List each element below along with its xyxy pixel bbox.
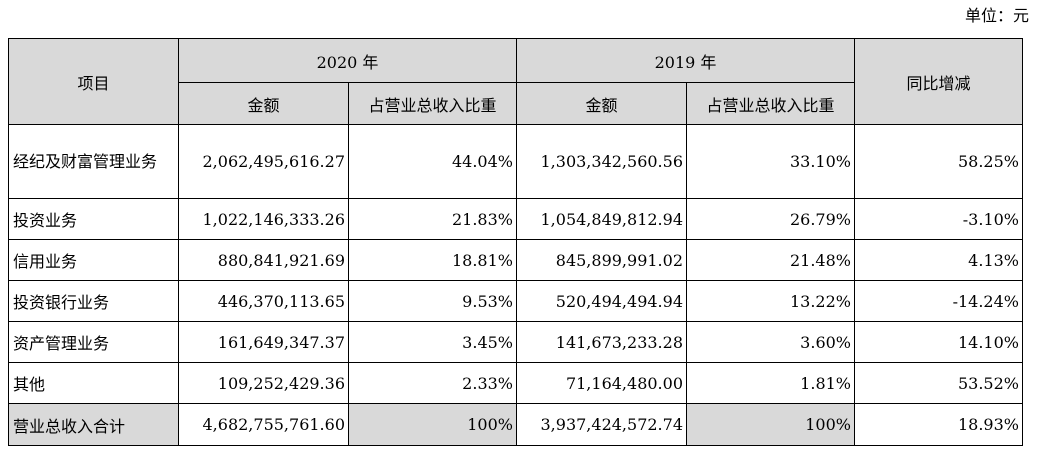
table-row: 信用业务 880,841,921.69 18.81% 845,899,991.0…	[8, 239, 1023, 281]
table-row: 投资银行业务 446,370,113.65 9.53% 520,494,494.…	[8, 280, 1023, 322]
table-row: 资产管理业务 161,649,347.37 3.45% 141,673,233.…	[8, 321, 1023, 363]
header-amount-2020: 金额	[178, 82, 349, 125]
header-year-2019: 2019 年	[516, 38, 855, 83]
revenue-table: 项目 2020 年 2019 年 同比增减 金额 占营业总收入比重 金额 占营业…	[8, 38, 1023, 446]
total-item: 营业总收入合计	[8, 403, 179, 446]
row-item: 投资业务	[8, 198, 179, 240]
row-amount-2019: 1,303,342,560.56	[516, 124, 687, 199]
row-amount-2019: 520,494,494.94	[516, 280, 687, 322]
row-ratio-2019: 3.60%	[686, 321, 855, 363]
row-yoy: 58.25%	[854, 124, 1023, 199]
row-ratio-2020: 21.83%	[348, 198, 517, 240]
row-ratio-2020: 44.04%	[348, 124, 517, 199]
row-ratio-2020: 18.81%	[348, 239, 517, 281]
total-amount-2019: 3,937,424,572.74	[516, 403, 687, 446]
row-amount-2020: 880,841,921.69	[178, 239, 349, 281]
total-ratio-2019: 100%	[686, 403, 855, 446]
row-amount-2019: 71,164,480.00	[516, 362, 687, 404]
row-amount-2019: 141,673,233.28	[516, 321, 687, 363]
header-ratio-2020: 占营业总收入比重	[348, 82, 517, 125]
header-ratio-2019: 占营业总收入比重	[686, 82, 855, 125]
row-ratio-2019: 21.48%	[686, 239, 855, 281]
row-item: 信用业务	[8, 239, 179, 281]
row-amount-2020: 109,252,429.36	[178, 362, 349, 404]
row-yoy: -14.24%	[854, 280, 1023, 322]
row-ratio-2019: 13.22%	[686, 280, 855, 322]
row-ratio-2020: 2.33%	[348, 362, 517, 404]
row-ratio-2020: 9.53%	[348, 280, 517, 322]
row-ratio-2019: 1.81%	[686, 362, 855, 404]
row-amount-2019: 845,899,991.02	[516, 239, 687, 281]
row-ratio-2019: 33.10%	[686, 124, 855, 199]
row-amount-2020: 446,370,113.65	[178, 280, 349, 322]
row-item: 投资银行业务	[8, 280, 179, 322]
row-amount-2019: 1,054,849,812.94	[516, 198, 687, 240]
row-yoy: 4.13%	[854, 239, 1023, 281]
row-amount-2020: 1,022,146,333.26	[178, 198, 349, 240]
row-ratio-2019: 26.79%	[686, 198, 855, 240]
header-year-2020: 2020 年	[178, 38, 517, 83]
row-yoy: 14.10%	[854, 321, 1023, 363]
row-item: 其他	[8, 362, 179, 404]
row-ratio-2020: 3.45%	[348, 321, 517, 363]
header-yoy: 同比增减	[854, 38, 1023, 125]
total-amount-2020: 4,682,755,761.60	[178, 403, 349, 446]
table-row: 经纪及财富管理业务 2,062,495,616.27 44.04% 1,303,…	[8, 124, 1023, 199]
total-row: 营业总收入合计 4,682,755,761.60 100% 3,937,424,…	[8, 403, 1023, 446]
total-yoy: 18.93%	[854, 403, 1023, 446]
row-item: 资产管理业务	[8, 321, 179, 363]
total-ratio-2020: 100%	[348, 403, 517, 446]
unit-label: 单位：元	[964, 6, 1029, 25]
table-row: 其他 109,252,429.36 2.33% 71,164,480.00 1.…	[8, 362, 1023, 404]
table-row: 投资业务 1,022,146,333.26 21.83% 1,054,849,8…	[8, 198, 1023, 240]
header-item: 项目	[8, 38, 179, 125]
row-yoy: 53.52%	[854, 362, 1023, 404]
row-yoy: -3.10%	[854, 198, 1023, 240]
row-amount-2020: 2,062,495,616.27	[178, 124, 349, 199]
header-amount-2019: 金额	[516, 82, 687, 125]
row-item: 经纪及财富管理业务	[8, 124, 179, 199]
row-amount-2020: 161,649,347.37	[178, 321, 349, 363]
